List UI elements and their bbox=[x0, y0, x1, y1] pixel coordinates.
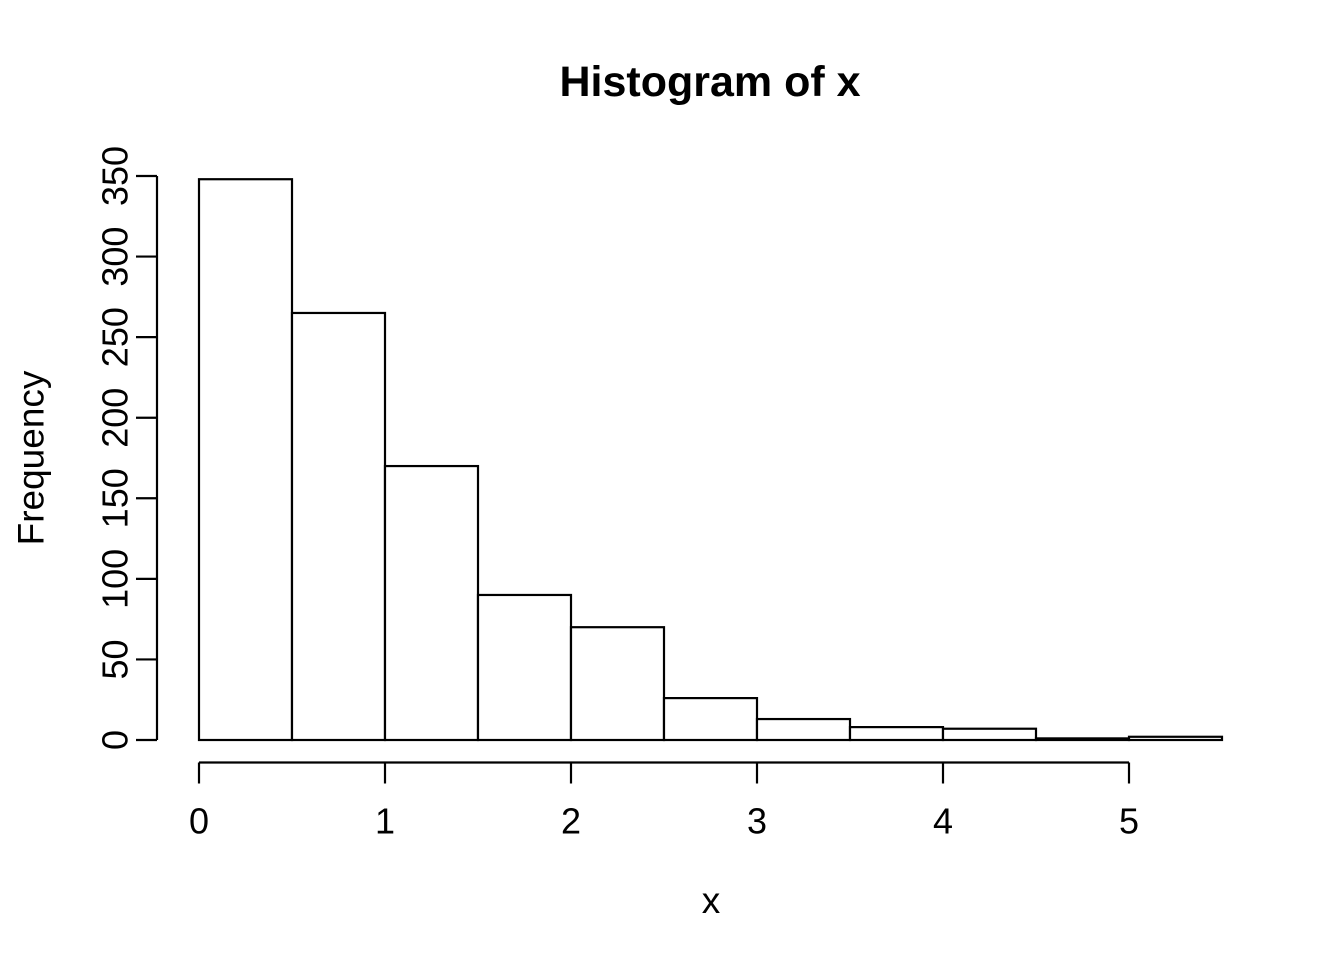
y-axis-label: Frequency bbox=[11, 370, 52, 545]
histogram-bars bbox=[197, 178, 1224, 742]
histogram-bar bbox=[197, 178, 294, 742]
y-tick-label: 250 bbox=[95, 307, 136, 367]
x-axis-label: x bbox=[702, 880, 721, 921]
y-tick-label: 300 bbox=[95, 227, 136, 287]
y-tick-label: 200 bbox=[95, 388, 136, 448]
histogram-bar bbox=[383, 464, 480, 742]
x-tick-label: 5 bbox=[1119, 801, 1139, 842]
histogram-bar bbox=[941, 727, 1038, 742]
x-tick-label: 0 bbox=[189, 801, 209, 842]
y-axis: 0 50 100 150 200 250 300 350 bbox=[95, 146, 159, 750]
y-tick-label: 100 bbox=[95, 549, 136, 609]
y-tick-label: 0 bbox=[95, 730, 136, 750]
histogram-bar bbox=[755, 717, 852, 742]
histogram-bar bbox=[290, 311, 387, 742]
histogram-bar bbox=[569, 626, 666, 742]
x-tick-label: 4 bbox=[933, 801, 953, 842]
x-tick-label: 2 bbox=[561, 801, 581, 842]
x-tick-label: 1 bbox=[375, 801, 395, 842]
chart-title: Histogram of x bbox=[559, 58, 860, 106]
x-axis: 0 1 2 3 4 5 bbox=[189, 761, 1139, 842]
histogram-bar bbox=[1127, 735, 1224, 742]
y-tick-label: 350 bbox=[95, 146, 136, 206]
x-tick-label: 3 bbox=[747, 801, 767, 842]
y-tick-label: 150 bbox=[95, 468, 136, 528]
histogram-bar bbox=[848, 726, 945, 742]
histogram-bar bbox=[476, 593, 573, 742]
y-tick-label: 50 bbox=[95, 639, 136, 679]
histogram-bar bbox=[1034, 737, 1131, 742]
histogram-bar bbox=[662, 697, 759, 742]
